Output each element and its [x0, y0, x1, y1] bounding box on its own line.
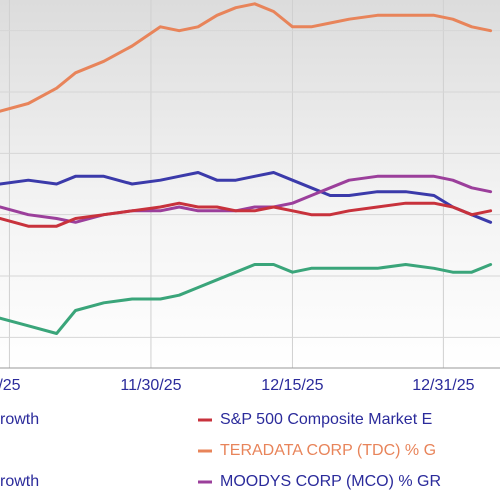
series-layer [0, 2, 493, 335]
legend-item[interactable]: rowth [0, 473, 39, 490]
series-line-5 [0, 263, 493, 335]
legend-item[interactable]: TERADATA CORP (TDC) % G [198, 442, 436, 459]
legend-label: MOODYS CORP (MCO) % GR [220, 473, 441, 490]
legend-item[interactable]: MOODYS CORP (MCO) % GR [198, 473, 441, 490]
legend-item[interactable]: S&P 500 Composite Market E [198, 411, 432, 428]
legend-label: TERADATA CORP (TDC) % G [220, 442, 436, 459]
legend-label: rowth [0, 473, 39, 490]
legend: rowth rowth S&P 500 Composite Market E T… [0, 411, 441, 490]
legend-label: S&P 500 Composite Market E [220, 411, 432, 428]
series-line-4 [0, 201, 493, 228]
x-tick-label: 11/30/25 [120, 377, 181, 394]
x-tick-label: 12/31/25 [412, 377, 474, 394]
x-tick-label: /25 [0, 377, 21, 394]
series-line-1 [0, 2, 493, 113]
x-tick-label: 12/15/25 [261, 377, 323, 394]
plot-background [0, 0, 500, 368]
legend-label: rowth [0, 411, 39, 428]
legend-item[interactable]: rowth [0, 411, 39, 428]
series-line-2 [0, 171, 493, 224]
grid [0, 0, 500, 368]
x-tick-labels: /25 11/30/25 12/15/25 12/31/25 [0, 377, 475, 394]
